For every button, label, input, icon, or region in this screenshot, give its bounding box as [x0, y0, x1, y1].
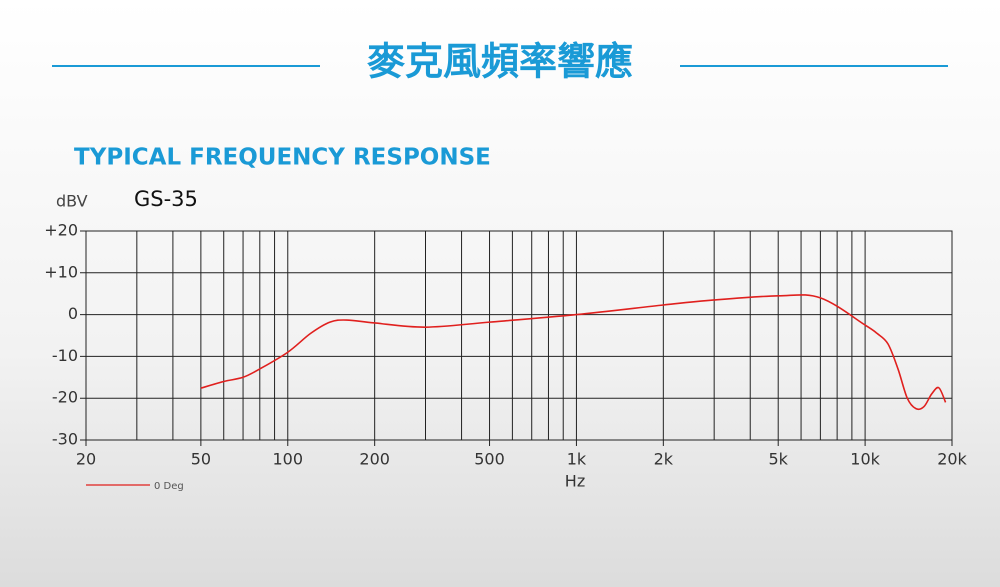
x-tick-label: 1k	[567, 450, 587, 469]
y-tick-label: 0	[68, 304, 78, 323]
y-tick-label: -20	[52, 388, 78, 407]
chart-title: TYPICAL FREQUENCY RESPONSE	[74, 145, 491, 171]
y-tick-label: +10	[44, 262, 78, 281]
y-tick-label: -30	[52, 430, 78, 449]
y-tick-label: +20	[44, 221, 78, 240]
x-tick-label: 200	[359, 450, 390, 469]
x-axis-label: Hz	[565, 472, 585, 491]
response-curve	[200, 294, 947, 411]
x-tick-label: 20k	[937, 450, 967, 469]
x-tick-label: 100	[272, 450, 303, 469]
x-tick-label: 5k	[768, 450, 788, 469]
y-tick-label: -10	[52, 346, 78, 365]
x-tick-label: 500	[474, 450, 505, 469]
banner: 麥克風頻率響應	[367, 40, 633, 84]
legend-label: 0 Deg	[154, 481, 184, 492]
model-label: GS-35	[134, 187, 198, 211]
y-axis-label: dBV	[56, 192, 88, 211]
x-tick-label: 10k	[850, 450, 880, 469]
x-tick-label: 2k	[654, 450, 674, 469]
x-tick-label: 20	[76, 450, 96, 469]
x-tick-label: 50	[191, 450, 211, 469]
